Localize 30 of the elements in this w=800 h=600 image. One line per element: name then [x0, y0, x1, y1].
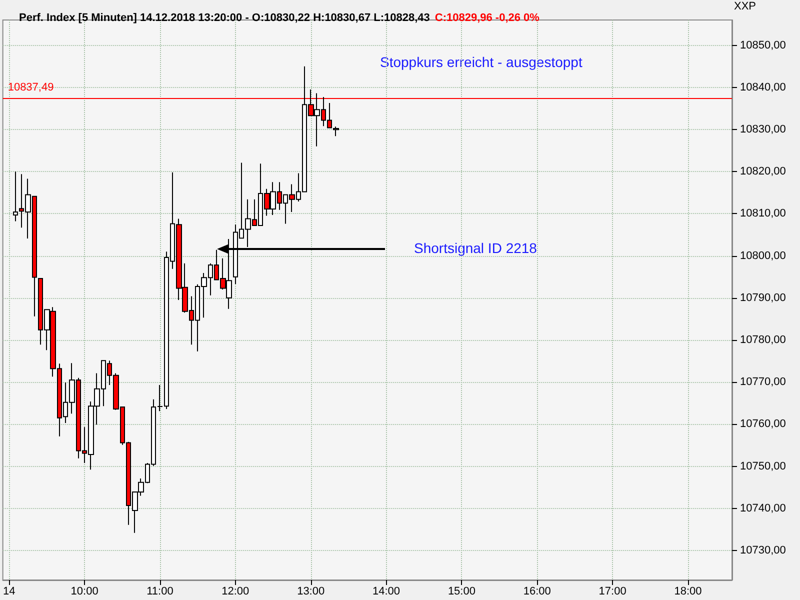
x-tick-label: 10:00	[70, 586, 98, 598]
chart-subtitle: C:10829,96 -0,26 0%	[434, 12, 540, 24]
x-tick-label: 15:00	[448, 586, 476, 598]
annotation: Stoppkurs erreicht - ausgestoppt	[380, 54, 582, 70]
annotation: Shortsignal ID 2218	[414, 240, 538, 256]
y-tick-label: 10750,00	[740, 460, 786, 472]
y-tick-label: 10810,00	[740, 208, 786, 220]
y-tick-label: 10800,00	[740, 250, 786, 262]
y-tick-label: 10850,00	[740, 39, 786, 52]
y-tick-label: 10780,00	[740, 334, 786, 346]
y-tick-label: 10840,00	[740, 81, 786, 94]
candlestick	[13, 171, 18, 222]
y-tick-label: 10770,00	[740, 376, 786, 388]
x-tick-label: 13:00	[297, 586, 325, 598]
x-tick-label: 14:00	[372, 586, 400, 598]
x-tick-label: 17:00	[598, 586, 626, 598]
y-tick-label: 10830,00	[740, 123, 786, 136]
ref-line-label: 10837,49	[8, 81, 54, 94]
x-tick-label: 16:00	[523, 586, 551, 598]
x-tick-label: 12:00	[222, 586, 250, 598]
y-tick-label: 10740,00	[740, 502, 786, 514]
x-tick-label: 11:00	[146, 586, 174, 598]
y-tick-label: 10730,00	[740, 544, 786, 557]
y-tick-label: 10820,00	[740, 166, 786, 178]
y-axis-title: XXP	[734, 0, 756, 12]
x-tick-label: 14	[2, 586, 16, 598]
chart-title: Perf. Index [5 Minuten] 14.12.2018 13:20:00 - O:10830,22 H:10830,67 L:10828,43	[19, 12, 430, 24]
y-tick-label: 10760,00	[740, 418, 786, 430]
y-tick-label: 10790,00	[740, 292, 786, 304]
x-tick-label: 18:00	[674, 586, 702, 598]
